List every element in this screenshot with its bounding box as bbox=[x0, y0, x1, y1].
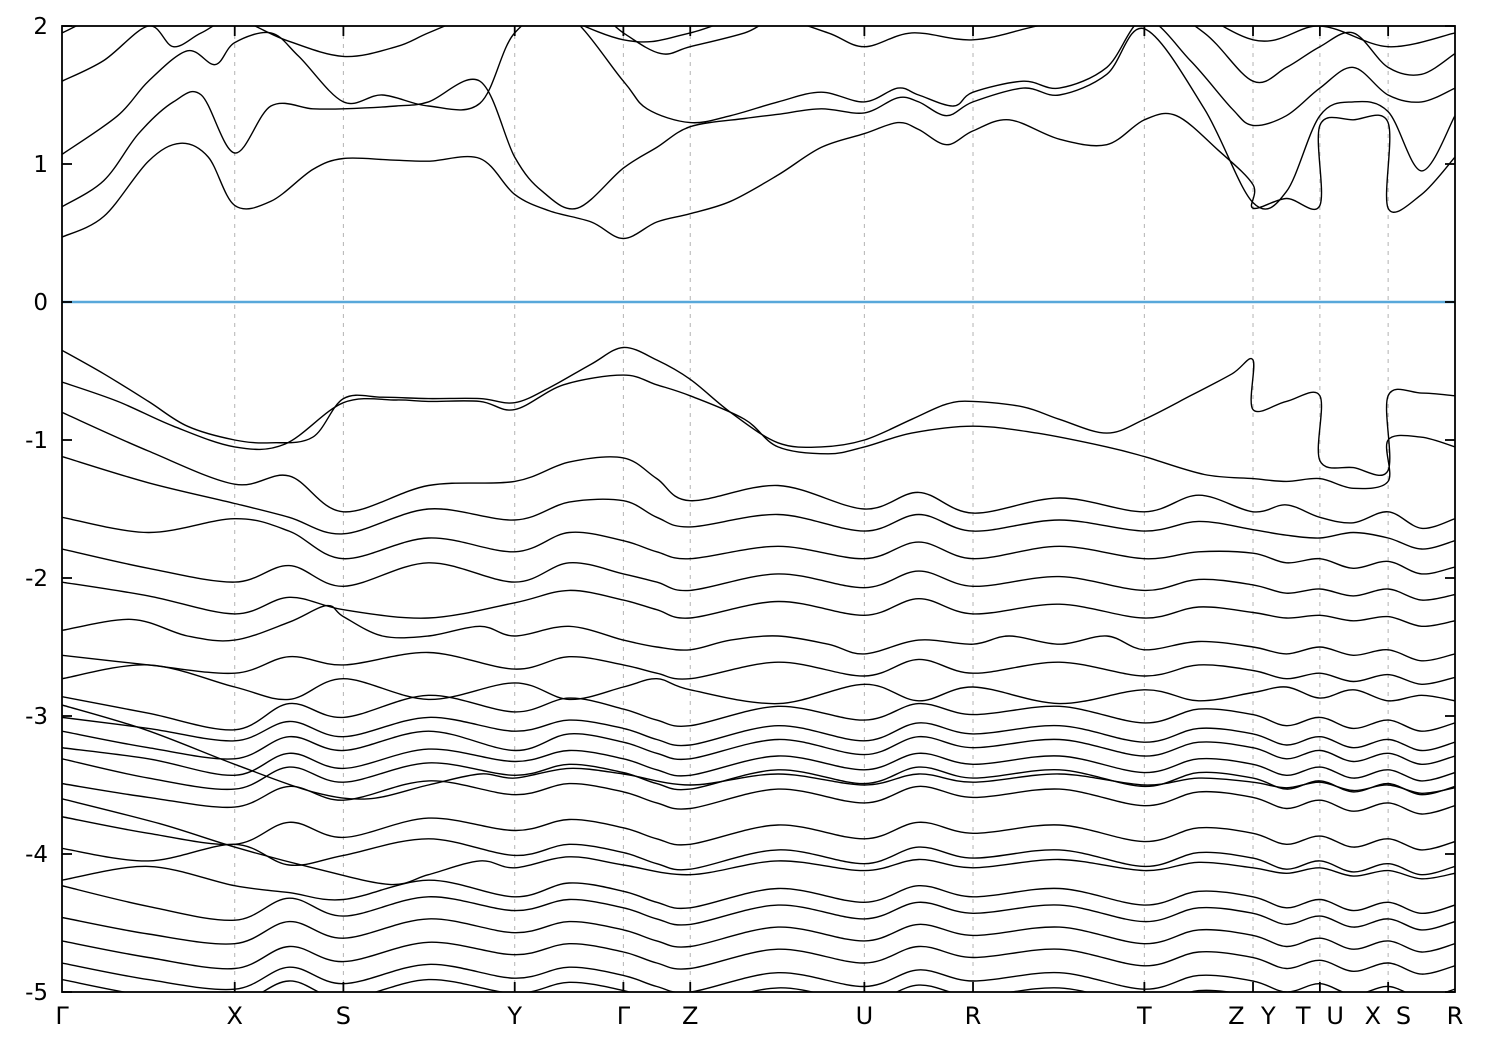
y-tick-label: -4 bbox=[25, 842, 48, 868]
band-line bbox=[62, 798, 1455, 886]
band-line bbox=[62, 455, 1455, 550]
band-line bbox=[62, 604, 1455, 662]
x-tick-label: Z bbox=[1228, 1002, 1244, 1030]
band-line bbox=[62, 838, 1455, 876]
y-tick-label: -5 bbox=[25, 980, 48, 1006]
band-line bbox=[62, 26, 1455, 48]
band-line bbox=[62, 816, 1455, 851]
band-line bbox=[62, 758, 1455, 796]
y-tick-label: 0 bbox=[33, 290, 48, 316]
band-line bbox=[62, 716, 1455, 752]
band-line bbox=[62, 516, 1455, 575]
x-tick-label: S bbox=[1396, 1002, 1411, 1030]
bands-group bbox=[62, 26, 1455, 992]
band-line bbox=[62, 865, 1455, 915]
x-tick-label: R bbox=[965, 1002, 982, 1030]
band-line bbox=[62, 27, 1455, 210]
band-line bbox=[62, 664, 1455, 705]
x-tick-label: Z bbox=[682, 1002, 698, 1030]
x-tick-label: S bbox=[336, 1002, 351, 1030]
x-tick-label: U bbox=[1326, 1002, 1344, 1030]
x-tick-label: Γ bbox=[617, 1002, 631, 1030]
x-tick-label: R bbox=[1447, 1002, 1464, 1030]
band-line bbox=[62, 885, 1455, 931]
x-tick-label: Y bbox=[1260, 1002, 1276, 1030]
x-tick-label: X bbox=[1365, 1002, 1381, 1030]
band-line bbox=[62, 916, 1455, 953]
y-tick-label: -2 bbox=[25, 566, 48, 592]
x-tick-label: T bbox=[1136, 1002, 1152, 1030]
band-line bbox=[62, 112, 1455, 240]
y-tick-label: -1 bbox=[25, 428, 48, 454]
band-line bbox=[62, 694, 1455, 732]
band-line bbox=[62, 651, 1455, 686]
band-line bbox=[62, 962, 1455, 992]
band-line bbox=[62, 780, 1455, 815]
x-tick-label: Y bbox=[506, 1002, 522, 1030]
band-line bbox=[62, 346, 1455, 476]
y-tick-label: -3 bbox=[25, 704, 48, 730]
band-line bbox=[62, 940, 1455, 975]
x-tick-label: U bbox=[856, 1002, 874, 1030]
band-line bbox=[62, 26, 1455, 155]
band-line bbox=[62, 747, 1455, 782]
band-line bbox=[62, 374, 1455, 490]
x-tick-label: Γ bbox=[55, 1002, 69, 1030]
plot-border bbox=[61, 25, 1456, 993]
band-line bbox=[62, 730, 1455, 766]
x-tick-label: T bbox=[1295, 1002, 1311, 1030]
band-line bbox=[62, 548, 1455, 601]
band-line bbox=[62, 581, 1455, 628]
band-line bbox=[62, 411, 1455, 530]
y-tick-label: 1 bbox=[33, 152, 48, 178]
x-tick-label: X bbox=[227, 1002, 243, 1030]
band-line bbox=[62, 26, 1455, 84]
y-tick-label: 2 bbox=[33, 14, 48, 40]
